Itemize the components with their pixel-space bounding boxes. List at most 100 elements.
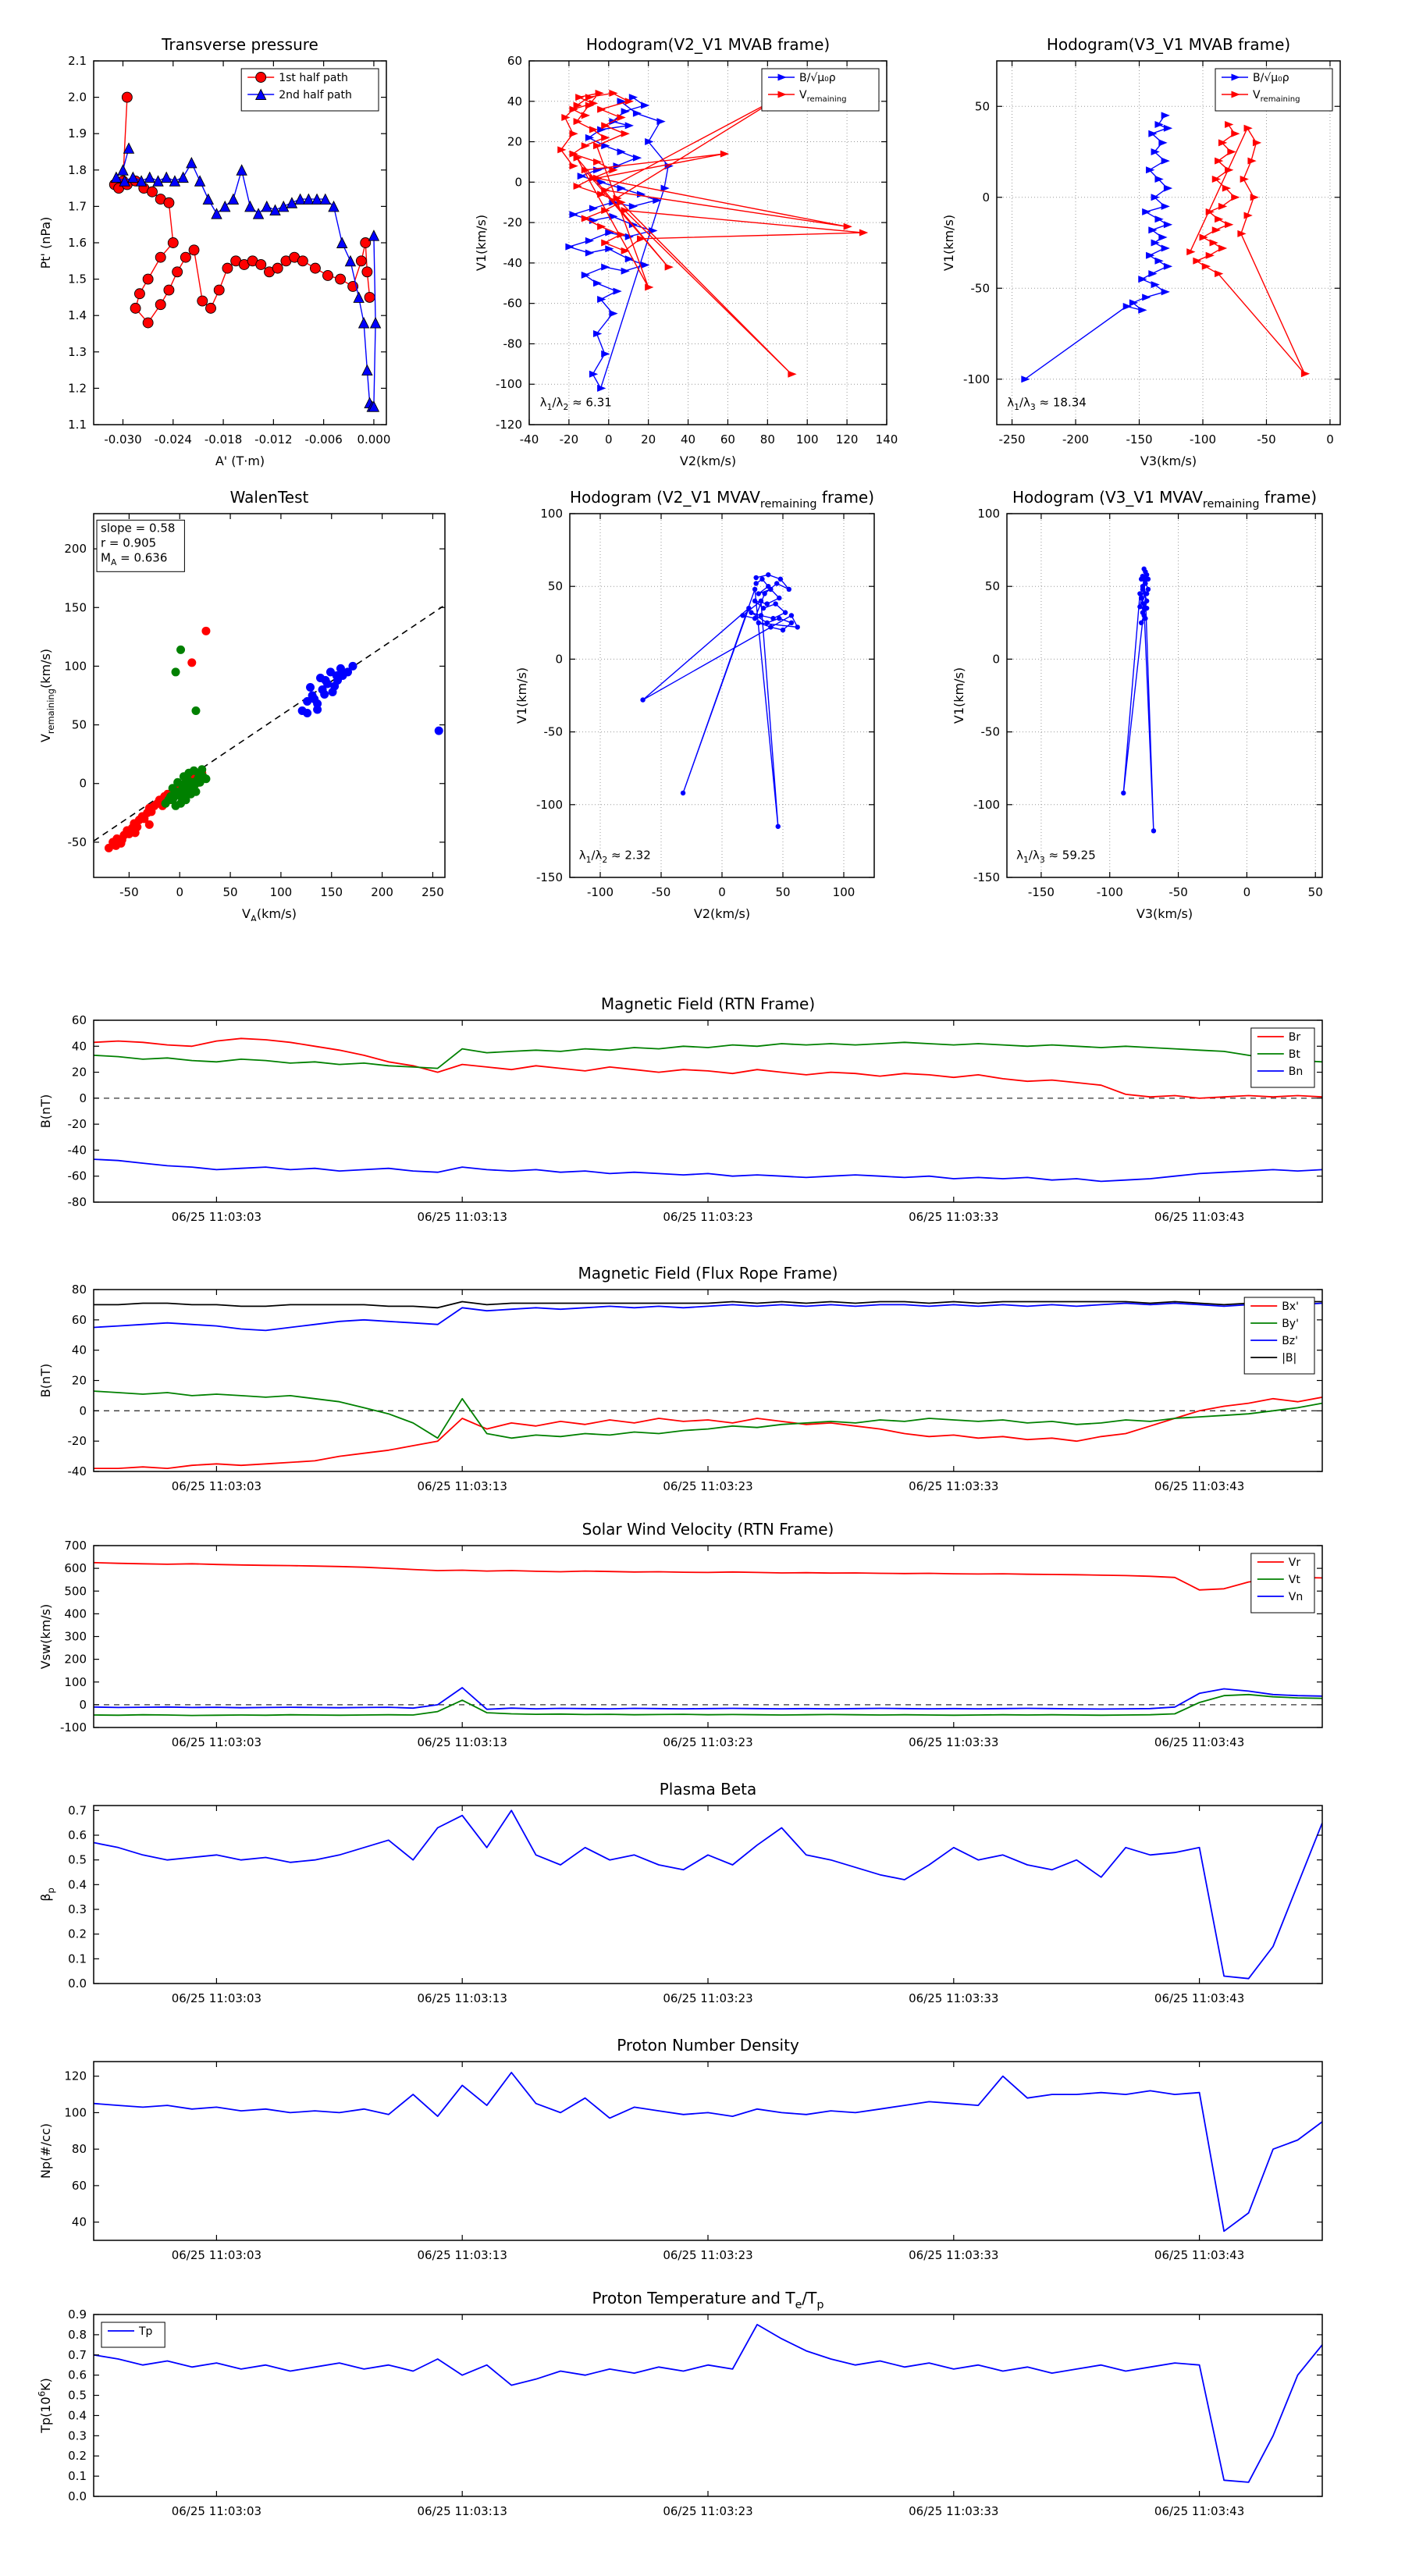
svg-text:V2(km/s): V2(km/s) bbox=[680, 454, 736, 468]
svg-text:-100: -100 bbox=[973, 798, 1000, 812]
svg-text:-100: -100 bbox=[587, 885, 614, 899]
svg-text:06/25 11:03:33: 06/25 11:03:33 bbox=[909, 2248, 998, 2262]
svg-text:50: 50 bbox=[975, 99, 990, 113]
svg-text:A' (T·m): A' (T·m) bbox=[215, 454, 265, 468]
svg-text:120: 120 bbox=[836, 432, 859, 447]
svg-text:06/25 11:03:23: 06/25 11:03:23 bbox=[663, 2504, 752, 2518]
svg-text:0.4: 0.4 bbox=[68, 1877, 87, 1891]
svg-text:0.7: 0.7 bbox=[68, 1803, 87, 1817]
svg-text:06/25 11:03:03: 06/25 11:03:03 bbox=[172, 2504, 261, 2518]
svg-text:400: 400 bbox=[64, 1606, 87, 1621]
panel-solar-wind-velocity: 06/25 11:03:03 06/25 11:03:13 06/25 11:03:… bbox=[23, 1493, 1382, 1751]
svg-text:50: 50 bbox=[775, 885, 790, 899]
panel-walen-test: -50 0 50 100 150 200 250 -50 0 50 100 150 200 WalenTe… bbox=[23, 468, 461, 921]
svg-text:0.7: 0.7 bbox=[68, 2348, 87, 2362]
svg-text:-50: -50 bbox=[981, 725, 1001, 739]
panel-hodogram-v3v1-mvav: -150 -100 -50 0 50 -150 -100 -50 0 50 100 Hodogram … bbox=[937, 468, 1382, 921]
svg-text:1.7: 1.7 bbox=[68, 199, 87, 213]
svg-text:06/25 11:03:43: 06/25 11:03:43 bbox=[1154, 2248, 1244, 2262]
svg-text:Vn: Vn bbox=[1289, 1591, 1303, 1603]
svg-text:-150: -150 bbox=[973, 870, 1000, 884]
svg-text:200: 200 bbox=[64, 542, 87, 556]
svg-text:B/√μ₀ρ: B/√μ₀ρ bbox=[1253, 72, 1289, 84]
svg-text:Hodogram(V3_V1 MVAB frame): Hodogram(V3_V1 MVAB frame) bbox=[1047, 35, 1290, 54]
svg-text:Magnetic Field (RTN Frame): Magnetic Field (RTN Frame) bbox=[601, 994, 815, 1013]
svg-text:Vremaining​: Vremaining​ bbox=[1253, 89, 1300, 104]
svg-text:80: 80 bbox=[72, 2142, 87, 2156]
svg-text:B(nT): B(nT) bbox=[38, 1364, 53, 1397]
svg-text:By': By' bbox=[1282, 1318, 1299, 1330]
svg-text:150: 150 bbox=[64, 600, 87, 614]
svg-text:Vsw(km/s): Vsw(km/s) bbox=[38, 1604, 53, 1669]
svg-text:λ1​/λ3​ ≈ 59.25: λ1​/λ3​ ≈ 59.25 bbox=[1016, 849, 1096, 866]
svg-text:0: 0 bbox=[79, 1404, 87, 1418]
svg-text:06/25 11:03:13: 06/25 11:03:13 bbox=[418, 2504, 507, 2518]
svg-text:200: 200 bbox=[64, 1653, 87, 1667]
proton-number-density-chart: 06/25 11:03:03 06/25 11:03:13 06/25 11:03:… bbox=[38, 2036, 1323, 2262]
svg-text:B/√μ₀ρ: B/√μ₀ρ bbox=[799, 72, 836, 84]
svg-text:Bn: Bn bbox=[1289, 1066, 1303, 1078]
svg-text:20: 20 bbox=[641, 432, 656, 447]
svg-text:06/25 11:03:13: 06/25 11:03:13 bbox=[418, 1479, 507, 1493]
svg-text:0: 0 bbox=[514, 175, 522, 189]
svg-text:1.6: 1.6 bbox=[68, 236, 87, 250]
svg-text:0: 0 bbox=[992, 652, 1000, 666]
svg-text:80: 80 bbox=[72, 1283, 87, 1297]
svg-text:λ1​/λ3​ ≈ 18.34: λ1​/λ3​ ≈ 18.34 bbox=[1007, 396, 1087, 413]
panel-hodogram-v3v1-mvab: -250 -200 -150 -100 -50 0 -100 -50 0 50 Hodogram(V… bbox=[929, 16, 1382, 468]
svg-text:slope = 0.58: slope = 0.58 bbox=[101, 521, 175, 535]
svg-text:-150: -150 bbox=[1028, 885, 1055, 899]
svg-text:Vremaining​: Vremaining​ bbox=[799, 89, 847, 104]
svg-text:40: 40 bbox=[72, 1039, 87, 1053]
svg-text:Br: Br bbox=[1289, 1031, 1301, 1044]
panel-transverse-pressure: -0.030 -0.024 -0.018 -0.012 -0.006 0.000 1.1 1.… bbox=[23, 16, 445, 468]
svg-text:06/25 11:03:43: 06/25 11:03:43 bbox=[1154, 1991, 1244, 2005]
panel-magnetic-field-rtn: 06/25 11:03:03 06/25 11:03:13 06/25 11:03:… bbox=[23, 968, 1382, 1226]
svg-text:20: 20 bbox=[72, 1066, 87, 1080]
svg-text:06/25 11:03:03: 06/25 11:03:03 bbox=[172, 1479, 261, 1493]
svg-text:150: 150 bbox=[320, 885, 343, 899]
svg-text:06/25 11:03:43: 06/25 11:03:43 bbox=[1154, 1479, 1244, 1493]
svg-text:1.2: 1.2 bbox=[68, 381, 87, 395]
svg-text:0.2: 0.2 bbox=[68, 2449, 87, 2463]
panel-hodogram-v2v1-mvab: -40 -20 0 20 40 60 80 100 120 140 -120 -100 -80 -60 -4… bbox=[461, 16, 898, 468]
svg-text:-80: -80 bbox=[503, 336, 523, 350]
svg-text:|B|: |B| bbox=[1282, 1352, 1297, 1364]
svg-text:100: 100 bbox=[833, 885, 855, 899]
svg-text:50: 50 bbox=[985, 579, 1000, 593]
svg-text:-60: -60 bbox=[68, 1169, 87, 1183]
svg-text:250: 250 bbox=[422, 885, 444, 899]
svg-text:50: 50 bbox=[548, 579, 563, 593]
svg-text:-100: -100 bbox=[963, 372, 990, 386]
panel-hodogram-v2v1-mvav: -100 -50 0 50 100 -150 -100 -50 0 50 100 Hodogram (… bbox=[500, 468, 921, 921]
svg-text:0.5: 0.5 bbox=[68, 1853, 87, 1867]
svg-text:0.6: 0.6 bbox=[68, 2368, 87, 2382]
svg-text:0.1: 0.1 bbox=[68, 1952, 87, 1966]
svg-text:Vr: Vr bbox=[1289, 1557, 1301, 1569]
svg-text:100: 100 bbox=[540, 507, 563, 521]
svg-text:06/25 11:03:03: 06/25 11:03:03 bbox=[172, 2248, 261, 2262]
svg-text:-60: -60 bbox=[503, 297, 523, 311]
svg-text:V1(km/s): V1(km/s) bbox=[951, 667, 966, 724]
svg-text:-0.018: -0.018 bbox=[205, 432, 242, 447]
svg-text:V1(km/s): V1(km/s) bbox=[941, 215, 956, 271]
svg-text:-20: -20 bbox=[68, 1434, 87, 1448]
walen-test-chart: -50 0 50 100 150 200 250 -50 0 50 100 150 200 WalenTe… bbox=[38, 488, 446, 921]
svg-text:Bt: Bt bbox=[1289, 1048, 1301, 1061]
svg-text:-50: -50 bbox=[1168, 885, 1188, 899]
svg-text:VA​(km/s): VA​(km/s) bbox=[242, 906, 297, 921]
svg-text:60: 60 bbox=[72, 1313, 87, 1327]
svg-text:0.8: 0.8 bbox=[68, 2328, 87, 2342]
svg-text:Np(#/cc): Np(#/cc) bbox=[38, 2123, 53, 2179]
svg-text:300: 300 bbox=[64, 1630, 87, 1644]
svg-text:-0.024: -0.024 bbox=[155, 432, 192, 447]
svg-text:06/25 11:03:43: 06/25 11:03:43 bbox=[1154, 2504, 1244, 2518]
svg-text:2.0: 2.0 bbox=[68, 91, 87, 105]
svg-text:Magnetic Field (Flux Rope Fram: Magnetic Field (Flux Rope Frame) bbox=[578, 1264, 838, 1283]
svg-text:20: 20 bbox=[507, 135, 522, 149]
svg-text:100: 100 bbox=[977, 507, 1000, 521]
svg-text:06/25 11:03:13: 06/25 11:03:13 bbox=[418, 1210, 507, 1224]
svg-text:06/25 11:03:13: 06/25 11:03:13 bbox=[418, 1991, 507, 2005]
svg-text:0: 0 bbox=[555, 652, 563, 666]
plasma-beta-chart: 06/25 11:03:03 06/25 11:03:13 06/25 11:03:… bbox=[38, 1780, 1323, 2005]
